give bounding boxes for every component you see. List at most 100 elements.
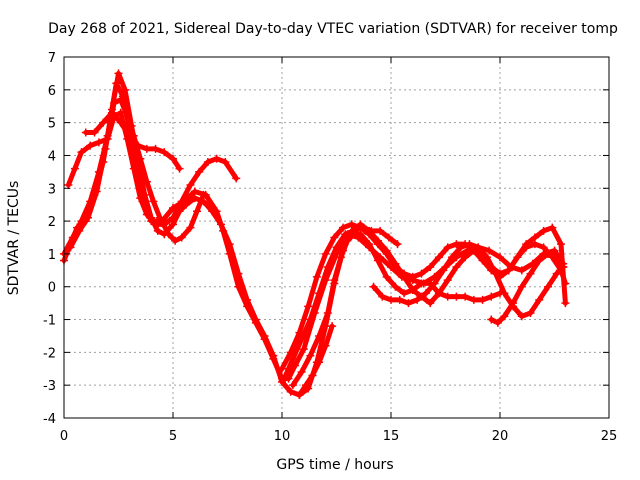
y-tick-label: -4: [43, 412, 56, 427]
series-arc-3: [66, 69, 570, 400]
data-point: [347, 220, 356, 229]
data-point: [286, 387, 295, 396]
data-point: [504, 266, 513, 275]
data-point: [448, 253, 457, 262]
data-point: [321, 249, 330, 258]
data-point: [315, 331, 324, 340]
data-point: [526, 269, 535, 278]
y-tick-label: 2: [48, 215, 56, 230]
data-point: [328, 322, 337, 331]
y-tick-label: 5: [48, 117, 56, 132]
data-point: [123, 112, 132, 121]
data-point: [315, 289, 324, 298]
data-point: [151, 144, 160, 153]
data-point: [77, 217, 86, 226]
data-point: [225, 240, 234, 249]
x-axis-label: GPS time / hours: [276, 457, 393, 473]
data-point: [430, 279, 439, 288]
data-point: [509, 299, 518, 308]
data-point: [517, 266, 526, 275]
data-point: [365, 240, 374, 249]
series-line: [279, 221, 568, 372]
data-point: [330, 276, 339, 285]
series-arc-1: [60, 79, 568, 383]
data-point: [382, 249, 391, 258]
data-point: [408, 272, 417, 281]
data-point: [376, 226, 385, 235]
data-point: [557, 240, 566, 249]
series-line: [68, 70, 568, 398]
data-point: [295, 391, 304, 400]
data-point: [434, 253, 443, 262]
data-point: [461, 292, 470, 301]
data-point: [77, 148, 86, 157]
data-point: [306, 315, 315, 324]
data-point: [421, 289, 430, 298]
data-point: [142, 144, 151, 153]
data-point: [387, 295, 395, 304]
data-point: [539, 243, 548, 252]
data-point: [134, 141, 143, 150]
data-point: [153, 226, 162, 235]
y-axis-tick-labels: -4 -3 -2 -1 0 1 2 3 4 5 6 7: [43, 51, 56, 427]
series-line: [83, 110, 182, 172]
data-point: [336, 253, 345, 262]
series-line: [61, 80, 566, 382]
data-point: [461, 253, 470, 262]
data-point: [288, 354, 297, 363]
data-point: [552, 253, 561, 262]
series-arc-8: [288, 230, 504, 390]
series-line: [488, 251, 566, 326]
x-tick-label: 15: [383, 429, 400, 444]
data-point: [530, 233, 539, 242]
data-point: [251, 315, 260, 324]
data-point: [358, 223, 367, 232]
data-point: [125, 131, 134, 140]
data-point: [426, 299, 435, 308]
data-point: [548, 223, 557, 232]
data-point: [90, 128, 99, 137]
data-point: [382, 272, 391, 281]
series-arc-5: [81, 108, 184, 173]
y-tick-label: 6: [48, 84, 56, 99]
data-point: [341, 230, 350, 239]
y-tick-label: -1: [43, 314, 56, 329]
data-point: [478, 295, 487, 304]
data-point: [513, 253, 522, 262]
y-axis-label: SDTVAR / TECUs: [6, 181, 22, 296]
data-point: [306, 351, 315, 360]
series-line: [65, 110, 239, 227]
x-axis-tick-labels: 0 5 10 15 20 25: [60, 429, 617, 444]
data-point: [323, 263, 332, 272]
data-point: [487, 315, 496, 324]
data-point: [552, 269, 561, 278]
data-point: [99, 118, 108, 127]
data-point: [297, 335, 306, 344]
data-point: [550, 246, 559, 255]
data-point: [186, 180, 195, 189]
x-tick-label: 25: [601, 429, 618, 444]
data-point: [539, 226, 548, 235]
data-point: [116, 118, 125, 127]
data-point: [465, 240, 474, 249]
data-point: [561, 299, 570, 308]
data-point: [164, 230, 173, 239]
y-tick-label: 3: [48, 182, 56, 197]
data-point: [443, 243, 452, 252]
data-point: [408, 286, 417, 295]
data-point: [308, 371, 317, 380]
data-point: [116, 95, 125, 104]
data-point: [103, 131, 112, 140]
data-point: [160, 148, 169, 157]
data-point: [478, 256, 487, 265]
data-point: [86, 141, 95, 150]
x-tick-label: 20: [492, 429, 509, 444]
data-point: [243, 295, 252, 304]
data-point: [221, 158, 230, 167]
data-point: [367, 226, 376, 235]
data-point: [121, 85, 130, 94]
x-tick-label: 5: [169, 429, 177, 444]
data-point: [304, 302, 313, 311]
data-point: [203, 158, 212, 167]
data-point: [391, 263, 400, 272]
